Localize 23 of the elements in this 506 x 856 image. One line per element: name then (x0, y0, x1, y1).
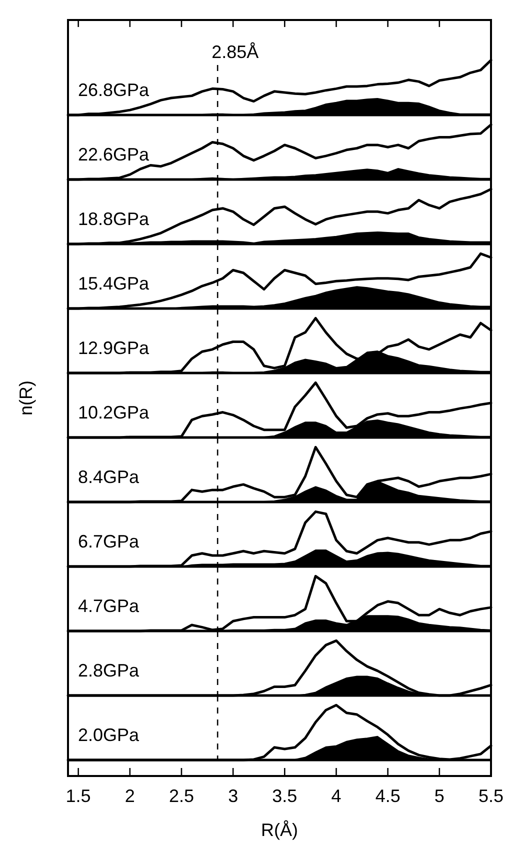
x-axis-title: R(Å) (261, 820, 298, 840)
x-tick-label: 5.5 (478, 786, 504, 806)
y-axis-title: n(R) (16, 380, 36, 416)
ref-line-label: 2.85Å (212, 42, 259, 62)
annotation: 2.8GPa (78, 660, 140, 680)
annotation: 6.7GPa (78, 531, 140, 552)
x-tick-label: 1.5 (66, 786, 91, 806)
annotation: 10.2GPa (78, 402, 150, 422)
annotation: 12.9GPa (78, 338, 150, 358)
annotation: 26.8GPa (78, 80, 150, 100)
x-tick-label: 3 (228, 786, 238, 806)
x-tick-label: 2.5 (168, 786, 194, 806)
x-tick-label: 2 (124, 786, 135, 806)
annotation: 18.8GPa (78, 208, 150, 229)
annotation: 22.6GPa (78, 144, 150, 164)
x-tick-label: 4 (331, 786, 342, 806)
annotation: 8.4GPa (78, 466, 140, 487)
x-tick-label: 4.5 (375, 786, 400, 806)
x-tick-label: 3.5 (272, 786, 298, 806)
annotation: 4.7GPa (78, 596, 140, 616)
x-tick-label: 5 (434, 786, 444, 806)
annotation: 15.4GPa (78, 273, 150, 294)
annotation: 2.0GPa (78, 724, 140, 745)
